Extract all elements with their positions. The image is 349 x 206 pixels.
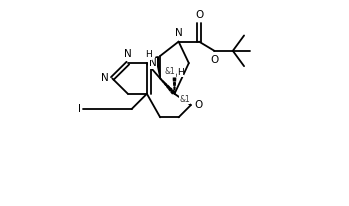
Text: H: H bbox=[145, 50, 152, 59]
Polygon shape bbox=[156, 57, 160, 78]
Polygon shape bbox=[162, 81, 164, 83]
Polygon shape bbox=[173, 78, 176, 81]
Polygon shape bbox=[174, 83, 175, 85]
Polygon shape bbox=[171, 90, 174, 94]
Polygon shape bbox=[160, 78, 162, 80]
Polygon shape bbox=[164, 83, 167, 85]
Text: I: I bbox=[78, 104, 81, 114]
Text: N: N bbox=[175, 28, 183, 38]
Polygon shape bbox=[169, 88, 172, 91]
Text: N: N bbox=[149, 58, 156, 68]
Text: O: O bbox=[194, 100, 203, 110]
Polygon shape bbox=[167, 85, 170, 88]
Polygon shape bbox=[174, 87, 175, 89]
Text: &1: &1 bbox=[179, 95, 190, 104]
Polygon shape bbox=[173, 74, 176, 77]
Text: N: N bbox=[101, 74, 109, 83]
Text: N: N bbox=[124, 49, 132, 59]
Text: H: H bbox=[177, 68, 184, 77]
Polygon shape bbox=[174, 91, 175, 94]
Text: O: O bbox=[210, 55, 218, 64]
Text: O: O bbox=[195, 10, 203, 20]
Text: &1: &1 bbox=[165, 67, 176, 76]
